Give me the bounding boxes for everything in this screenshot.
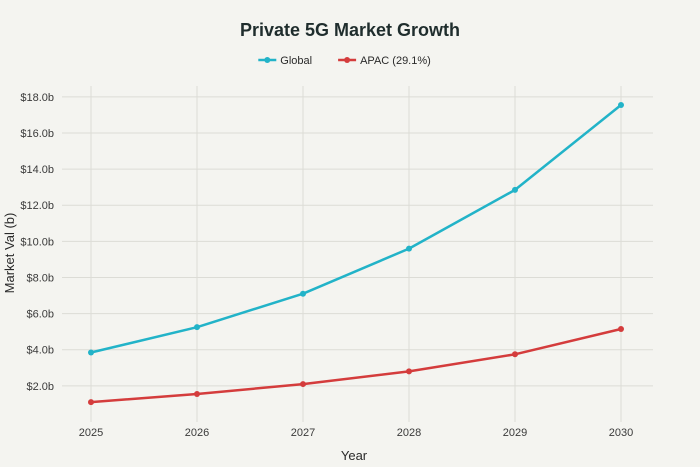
grid bbox=[62, 86, 653, 422]
legend-item[interactable]: Global bbox=[258, 55, 312, 67]
y-tick-label: $12.0b bbox=[20, 200, 54, 212]
data-point-global bbox=[618, 101, 624, 108]
y-tick-label: $2.0b bbox=[26, 381, 54, 393]
legend: Global APAC (29.1%) bbox=[258, 55, 431, 67]
chart-title: Private 5G Market Growth bbox=[240, 20, 460, 40]
x-axis-ticks: 2025 2026 2027 2028 2029 2030 bbox=[79, 427, 633, 439]
data-point-apac-29-1 bbox=[618, 325, 624, 332]
legend-marker bbox=[344, 57, 351, 63]
data-point-apac-29-1 bbox=[88, 399, 94, 406]
legend-label: APAC (29.1%) bbox=[360, 55, 431, 67]
x-tick-label: 2025 bbox=[79, 427, 103, 439]
x-tick-label: 2027 bbox=[291, 427, 315, 439]
y-tick-label: $10.0b bbox=[20, 236, 54, 248]
y-axis-title: Market Val (b) bbox=[2, 213, 17, 294]
series-line-global bbox=[90, 104, 622, 354]
x-tick-label: 2028 bbox=[397, 427, 421, 439]
data-point-global bbox=[300, 290, 306, 297]
series-group bbox=[88, 101, 624, 406]
x-tick-label: 2026 bbox=[185, 427, 209, 439]
y-tick-label: $6.0b bbox=[26, 309, 54, 321]
y-tick-label: $16.0b bbox=[20, 128, 54, 140]
data-point-apac-29-1 bbox=[300, 381, 306, 388]
legend-marker bbox=[264, 57, 271, 63]
legend-item[interactable]: APAC (29.1%) bbox=[338, 55, 431, 67]
data-point-global bbox=[194, 324, 200, 331]
y-tick-label: $14.0b bbox=[20, 164, 54, 176]
x-tick-label: 2029 bbox=[503, 427, 527, 439]
data-point-apac-29-1 bbox=[194, 391, 200, 397]
data-point-apac-29-1 bbox=[512, 351, 518, 358]
data-point-global bbox=[88, 349, 94, 356]
legend-label: Global bbox=[280, 55, 312, 67]
y-axis-ticks: $2.0b $4.0b $6.0b $8.0b $10.0b $12.0b $14.0b $1… bbox=[20, 92, 54, 393]
y-tick-label: $4.0b bbox=[26, 345, 54, 357]
data-point-global bbox=[406, 245, 412, 252]
data-point-global bbox=[512, 186, 518, 193]
x-tick-label: 2030 bbox=[609, 427, 633, 439]
x-axis-title: Year bbox=[341, 448, 368, 463]
y-tick-label: $18.0b bbox=[20, 92, 54, 104]
y-tick-label: $8.0b bbox=[26, 272, 54, 284]
data-point-apac-29-1 bbox=[406, 368, 412, 375]
series-line-apac-29-1 bbox=[90, 327, 622, 404]
